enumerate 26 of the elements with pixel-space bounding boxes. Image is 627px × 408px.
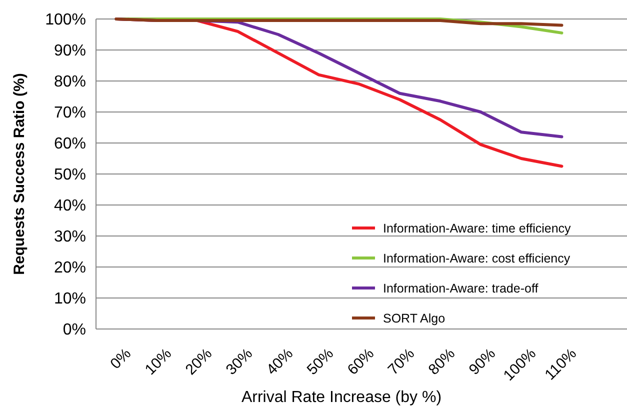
legend-label: Information-Aware: time efficiency: [383, 221, 572, 236]
y-tick-label: 40%: [54, 198, 86, 215]
x-tick-label: 0%: [107, 345, 135, 373]
x-tick-label: 40%: [263, 345, 297, 378]
y-tick-label: 90%: [54, 42, 86, 60]
x-tick-label: 60%: [344, 345, 378, 378]
x-tick-label: 30%: [222, 345, 256, 378]
y-tick-label: 80%: [54, 74, 86, 91]
line-series: [114, 18, 564, 27]
y-tick-label: 50%: [54, 166, 86, 184]
y-tick-label: 20%: [54, 260, 86, 277]
x-tick-label: 80%: [425, 345, 459, 378]
legend-label: Information-Aware: cost efficiency: [383, 251, 571, 266]
legend-label: Information-Aware: trade-off: [383, 281, 539, 296]
x-tick-label: 50%: [304, 345, 338, 378]
y-tick-label: 0%: [62, 322, 86, 339]
x-axis-title: Arrival Rate Increase (by %): [241, 389, 442, 406]
y-axis-title: Requests Success Ratio (%): [11, 73, 28, 275]
y-tick-label: 60%: [54, 136, 86, 153]
x-tick-label: 90%: [466, 345, 500, 378]
x-tick-label: 70%: [384, 345, 418, 378]
y-tick-label: 30%: [54, 228, 86, 246]
y-tick-label: 100%: [45, 12, 86, 29]
y-tick-label: 70%: [54, 104, 86, 122]
y-tick-label: 10%: [54, 290, 86, 308]
legend-label: SORT Algo: [383, 311, 446, 326]
